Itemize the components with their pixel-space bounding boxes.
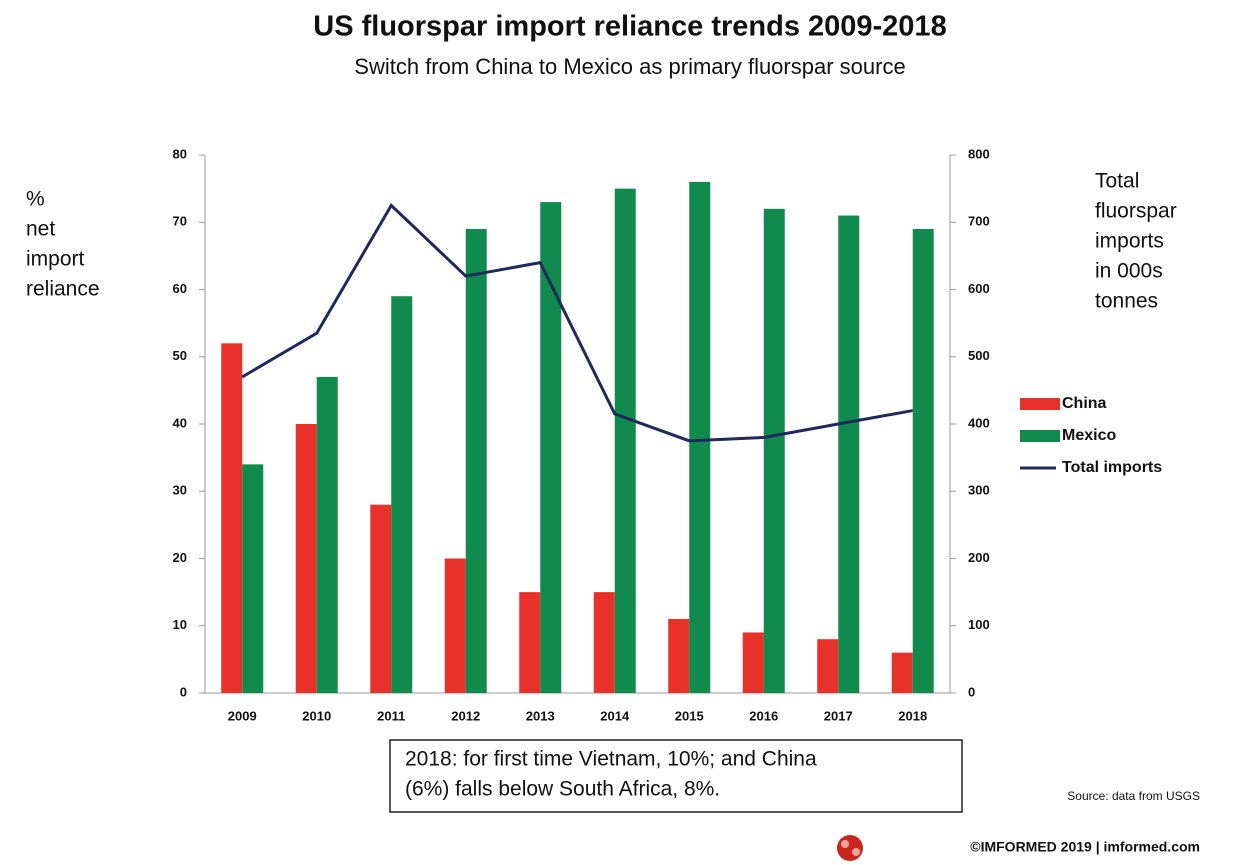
footer: ©IMFORMED 2019 | imformed.com [970, 839, 1200, 855]
bar [689, 181, 711, 693]
y2-tick-label: 500 [968, 348, 990, 363]
x-tick-label: 2013 [526, 708, 555, 723]
bar [838, 215, 860, 693]
legend-label: Mexico [1062, 427, 1116, 444]
bar [614, 188, 636, 693]
y-axis-label: % [26, 188, 45, 211]
annotation: (6%) falls below South Africa, 8%. [405, 778, 720, 801]
y2-tick-label: 100 [968, 617, 990, 632]
bar [519, 592, 541, 693]
legend-swatch [1020, 398, 1060, 410]
y2-axis-label: fluorspar [1095, 200, 1177, 223]
y-axis-label: reliance [26, 278, 100, 301]
y-tick-label: 50 [173, 348, 187, 363]
y2-tick-label: 400 [968, 415, 990, 430]
y2-tick-label: 600 [968, 281, 990, 296]
line [241, 203, 914, 443]
y-axis-label: import [26, 248, 85, 271]
legend-label: China [1062, 395, 1107, 412]
bar [912, 228, 934, 693]
y-tick-label: 40 [173, 415, 187, 430]
bar [668, 619, 690, 693]
bar [817, 639, 839, 693]
bar [316, 376, 338, 693]
bar [742, 632, 764, 693]
chart-subtitle: Switch from China to Mexico as primary f… [354, 54, 905, 79]
y2-axis-label: tonnes [1095, 290, 1158, 313]
x-tick-label: 2018 [898, 708, 927, 723]
x-tick-label: 2014 [600, 708, 630, 723]
y2-tick-label: 300 [968, 483, 990, 498]
legend-label: Total imports [1062, 459, 1162, 476]
bar [465, 228, 487, 693]
bar [295, 424, 317, 693]
bar [891, 652, 913, 693]
source: Source: data from USGS [1067, 789, 1200, 803]
bar [242, 464, 264, 693]
y2-tick-label: 800 [968, 146, 990, 161]
y-tick-label: 10 [173, 617, 187, 632]
x-tick-label: 2012 [451, 708, 480, 723]
y2-axis-label: imports [1095, 230, 1164, 253]
y2-tick-label: 700 [968, 214, 990, 229]
y-axis-label: net [26, 218, 55, 241]
x-tick-label: 2009 [228, 708, 257, 723]
bar [444, 558, 466, 693]
annotation-box [389, 739, 963, 813]
logo [837, 835, 863, 861]
y2-tick-label: 0 [968, 684, 975, 699]
annotation: 2018: for first time Vietnam, 10%; and C… [405, 748, 817, 771]
y2-axis-label: in 000s [1095, 260, 1163, 283]
y-tick-label: 60 [173, 281, 187, 296]
x-tick-label: 2011 [377, 708, 405, 723]
y2-axis-label: Total [1095, 170, 1139, 193]
chart-title: US fluorspar import reliance trends 2009… [313, 11, 946, 43]
x-tick-label: 2010 [302, 708, 331, 723]
bar [763, 208, 785, 694]
x-tick-label: 2015 [675, 708, 704, 723]
y-tick-label: 20 [173, 550, 187, 565]
y-tick-label: 30 [173, 483, 187, 498]
y-tick-label: 0 [180, 684, 187, 699]
bar [593, 592, 615, 693]
y2-tick-label: 200 [968, 550, 990, 565]
bar [221, 343, 243, 693]
bar [370, 504, 392, 693]
bar [540, 202, 562, 693]
x-tick-label: 2017 [824, 708, 853, 723]
y-tick-label: 70 [173, 214, 187, 229]
x-tick-label: 2016 [749, 708, 778, 723]
y-tick-label: 80 [173, 146, 187, 161]
legend-swatch [1020, 430, 1060, 442]
bar [391, 296, 413, 693]
